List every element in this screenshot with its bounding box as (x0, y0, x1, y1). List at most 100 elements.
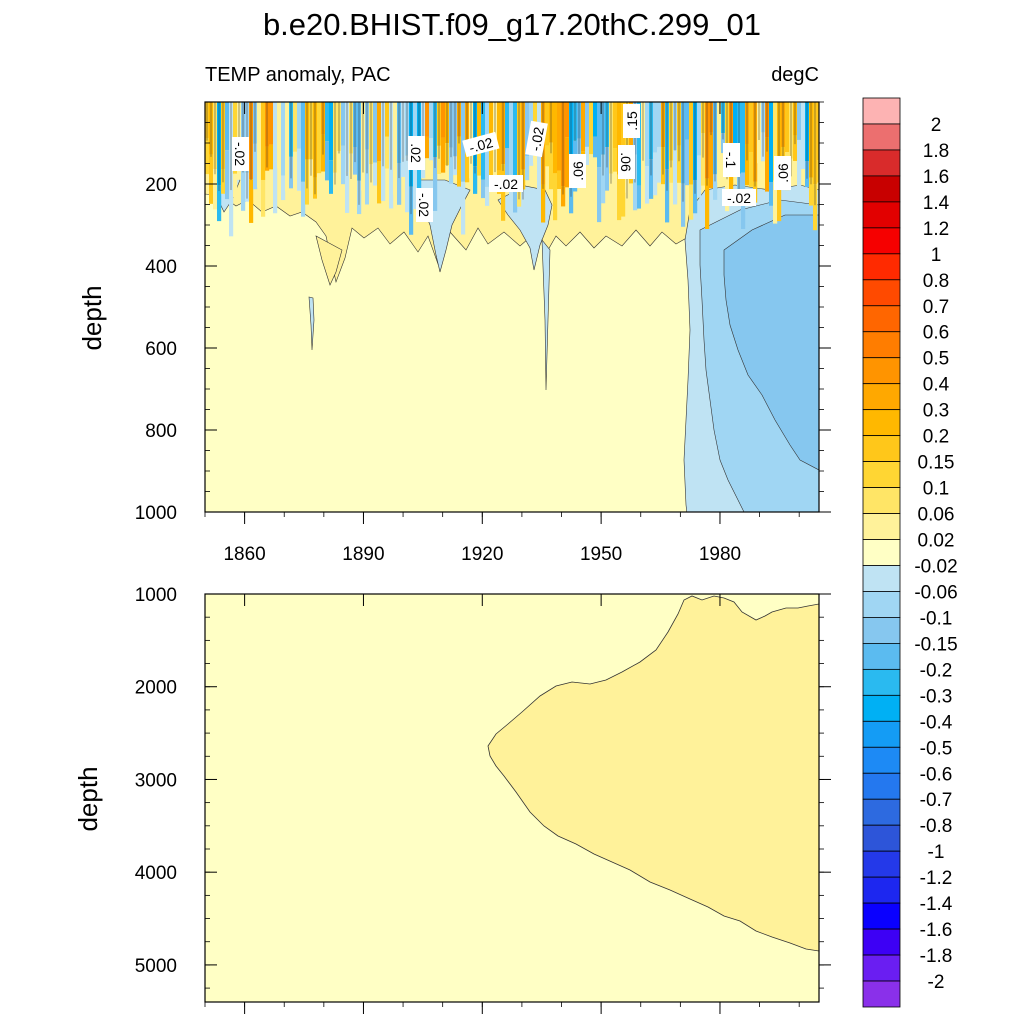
surface-band-cell (345, 172, 350, 213)
surface-band-cell (693, 179, 698, 214)
surface-band-cell (525, 102, 530, 157)
surface-band-cell (593, 102, 598, 137)
surface-band-cell (637, 102, 642, 186)
surface-band-cell (377, 161, 382, 204)
colorbar-swatch (862, 253, 901, 281)
contour-label: -.02 (232, 137, 249, 171)
contour-label-bg (618, 145, 635, 179)
surface-band-cell (513, 186, 518, 213)
surface-band-cell (469, 156, 474, 179)
x-tick-label: 1950 (580, 544, 622, 565)
chart-title: b.e20.BHIST.f09_g17.20thC.299_01 (263, 7, 761, 42)
contour-label-text: -.1 (723, 152, 739, 169)
surface-band-cell (817, 160, 819, 183)
surface-band-cell (401, 158, 406, 177)
surface-band-cell (369, 164, 374, 211)
surface-band-cell (217, 185, 222, 222)
colorbar-swatch (862, 980, 901, 1008)
colorbar-label: 0.8 (923, 271, 949, 292)
surface-band-cell (621, 175, 626, 217)
colorbar-label: 0.1 (923, 479, 949, 500)
y-tick-label: 1000 (135, 585, 177, 606)
surface-band-cell (689, 102, 694, 185)
surface-band-cell (657, 102, 662, 147)
surface-band-cell (325, 102, 330, 142)
contour-label-bg (408, 136, 425, 170)
surface-band-cell (545, 145, 550, 167)
surface-band-cell (273, 161, 278, 214)
surface-band-cell (653, 152, 658, 196)
surface-band-cell (233, 173, 238, 198)
surface-band-cell (425, 102, 430, 137)
contour-label-text: .06 (775, 163, 791, 183)
surface-band-cell (665, 169, 670, 223)
surface-band-cell (525, 156, 530, 181)
upper-panel: -.02 .02 -.02 -.02 -.02 .06 .06 .15 -.1 .06 -.02 -.… (77, 101, 831, 565)
surface-band-cell (797, 139, 802, 197)
colorbar-swatch (862, 357, 901, 385)
colorbar-label: 2 (931, 115, 942, 136)
colorbar-swatch (862, 720, 901, 748)
surface-band-cell (285, 154, 290, 192)
surface-band-cell (589, 102, 594, 155)
surface-band-cell (293, 151, 298, 206)
contour-label-text: -.02 (494, 176, 518, 192)
contour-label-bg (623, 104, 640, 138)
surface-band-cell (337, 150, 342, 205)
colorbar-label: -2 (928, 972, 945, 993)
surface-band-cell (785, 102, 790, 153)
surface-band-cell (277, 102, 282, 148)
colorbar-swatch (862, 591, 901, 618)
surface-band-cell (589, 154, 594, 208)
surface-band-cell (809, 177, 814, 206)
colorbar-label: 0.2 (923, 427, 949, 448)
surface-band-cell (565, 102, 570, 138)
surface-band-cell (393, 102, 398, 158)
surface-band-cell (497, 102, 502, 171)
surface-band-cell (697, 102, 702, 156)
surface-band-cell (413, 102, 418, 166)
lower-x-axis (204, 594, 800, 1014)
surface-band-cell (381, 152, 386, 201)
surface-band-cell (701, 133, 706, 186)
colorbar-swatch (862, 565, 901, 592)
surface-band-cell (441, 102, 446, 138)
contour-label-bg (723, 143, 740, 177)
surface-band-cell (249, 179, 254, 223)
surface-band-cell (301, 102, 306, 182)
surface-band-cell (769, 102, 774, 183)
colorbar-swatch (862, 513, 901, 540)
surface-band-cell (641, 157, 646, 214)
surface-band-cell (813, 184, 818, 231)
surface-band-cell (741, 102, 746, 173)
surface-band-cell (617, 174, 622, 221)
contour-label-bg (489, 175, 523, 192)
colorbar-swatch (862, 902, 901, 930)
surface-band-cell (481, 179, 486, 199)
contour-label-text: -.02 (727, 190, 751, 206)
y-tick-label: 600 (145, 339, 177, 360)
colorbar: 2 1.8 1.6 1.4 1.2 1 0.8 0.7 0.6 0.5 0.4 0.3 0.2 0.15 0… (862, 97, 958, 1008)
surface-band-cell (277, 147, 282, 168)
x-tick-label: 1860 (223, 544, 265, 565)
contour-label-bg (569, 154, 586, 188)
contour-label-text: .06 (618, 152, 634, 172)
colorbar-swatch (862, 643, 901, 670)
surface-band-cell (549, 142, 554, 190)
colorbar-label: -0.1 (920, 608, 953, 629)
surface-band-cell (681, 183, 686, 227)
surface-band-cell (645, 102, 650, 167)
colorbar-label: 1.8 (923, 141, 949, 162)
surface-band-cell (269, 144, 274, 170)
surface-band-cell (557, 102, 562, 171)
contour-label-text: .02 (408, 143, 424, 163)
surface-band-cell (333, 172, 338, 228)
chart-subtitle-left: TEMP anomaly, PAC (205, 64, 391, 86)
colorbar-swatch (862, 798, 901, 826)
colorbar-label: -0.02 (914, 556, 957, 577)
colorbar-swatch (862, 954, 901, 982)
colorbar-label: -1.2 (920, 868, 953, 889)
surface-band-cell (433, 157, 438, 211)
surface-band-cell (533, 102, 538, 138)
surface-band-cell (429, 102, 434, 139)
